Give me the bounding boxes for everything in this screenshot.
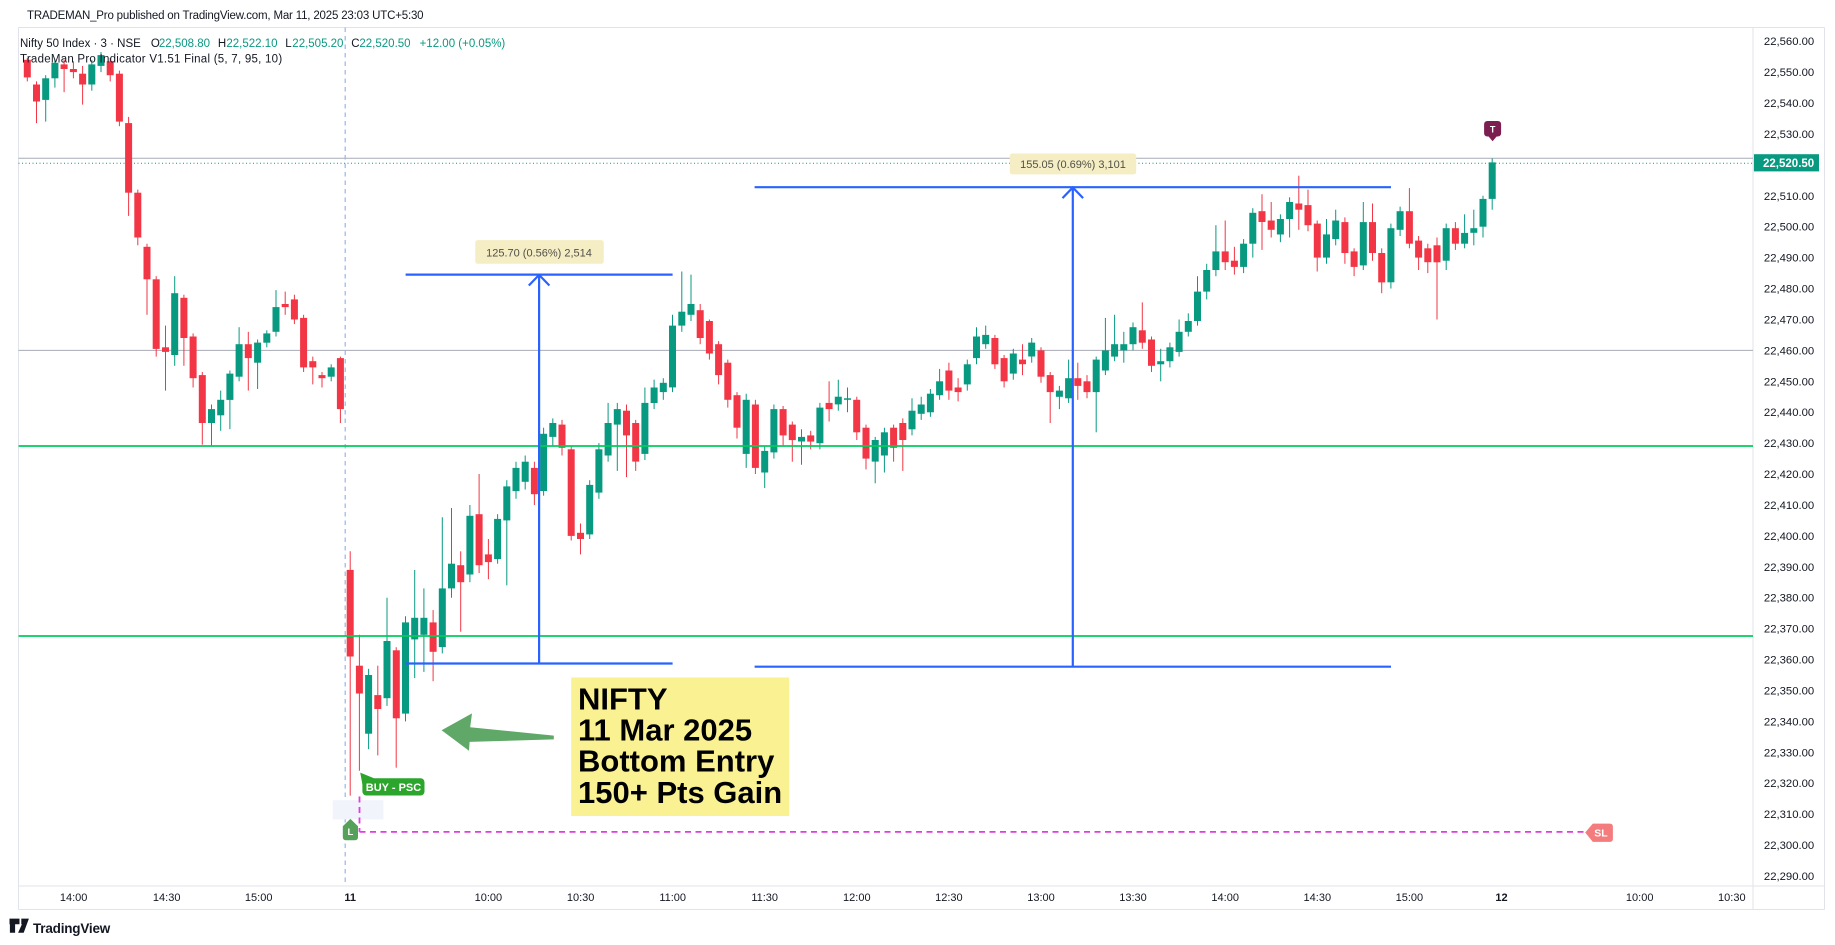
svg-text:L: L	[285, 38, 292, 50]
svg-text:O: O	[151, 38, 160, 50]
svg-text:15:00: 15:00	[245, 892, 273, 904]
svg-text:22,430.00: 22,430.00	[1764, 438, 1814, 450]
svg-text:22,450.00: 22,450.00	[1764, 376, 1814, 388]
svg-text:22,510.00: 22,510.00	[1764, 191, 1814, 203]
svg-text:11 Mar 2025: 11 Mar 2025	[578, 713, 752, 748]
svg-text:14:30: 14:30	[1304, 892, 1332, 904]
svg-text:150+ Pts Gain: 150+ Pts Gain	[578, 775, 782, 810]
svg-text:L: L	[347, 827, 353, 838]
svg-text:13:30: 13:30	[1119, 892, 1147, 904]
svg-text:TradeMan Pro Indicator V1.51 F: TradeMan Pro Indicator V1.51 Final (5, 7…	[20, 54, 282, 66]
svg-text:14:00: 14:00	[60, 892, 88, 904]
svg-text:NIFTY: NIFTY	[578, 681, 668, 716]
svg-text:22,390.00: 22,390.00	[1764, 562, 1814, 574]
svg-text:22,400.00: 22,400.00	[1764, 531, 1814, 543]
svg-text:22,500.00: 22,500.00	[1764, 222, 1814, 234]
svg-text:11:30: 11:30	[751, 892, 778, 904]
svg-text:22,490.00: 22,490.00	[1764, 253, 1814, 265]
svg-text:22,480.00: 22,480.00	[1764, 284, 1814, 296]
svg-text:22,550.00: 22,550.00	[1764, 67, 1814, 79]
svg-text:12:30: 12:30	[935, 892, 963, 904]
svg-text:10:30: 10:30	[567, 892, 595, 904]
svg-text:22,560.00: 22,560.00	[1764, 36, 1814, 48]
svg-text:22,380.00: 22,380.00	[1764, 593, 1814, 605]
svg-text:13:00: 13:00	[1027, 892, 1055, 904]
svg-text:22,520.50: 22,520.50	[359, 38, 410, 50]
svg-text:14:00: 14:00	[1211, 892, 1239, 904]
svg-text:14:30: 14:30	[153, 892, 181, 904]
svg-text:22,300.00: 22,300.00	[1764, 840, 1814, 852]
svg-text:+12.00 (+0.05%): +12.00 (+0.05%)	[420, 38, 506, 50]
svg-text:22,320.00: 22,320.00	[1764, 778, 1814, 790]
svg-text:11: 11	[344, 892, 356, 904]
svg-text:22,360.00: 22,360.00	[1764, 655, 1814, 667]
svg-text:T: T	[1490, 125, 1496, 135]
svg-text:22,340.00: 22,340.00	[1764, 716, 1814, 728]
svg-text:C: C	[351, 38, 359, 50]
svg-text:22,470.00: 22,470.00	[1764, 315, 1814, 327]
svg-text:22,410.00: 22,410.00	[1764, 500, 1814, 512]
svg-text:22,420.00: 22,420.00	[1764, 469, 1814, 481]
svg-text:15:00: 15:00	[1396, 892, 1424, 904]
svg-text:22,290.00: 22,290.00	[1764, 871, 1814, 883]
svg-text:22,540.00: 22,540.00	[1764, 98, 1814, 110]
svg-text:TRADEMAN_Pro published on Trad: TRADEMAN_Pro published on TradingView.co…	[27, 10, 423, 22]
svg-text:Bottom Entry: Bottom Entry	[578, 744, 775, 779]
svg-text:12:00: 12:00	[843, 892, 871, 904]
svg-text:Nifty 50 Index · 3 · NSE: Nifty 50 Index · 3 · NSE	[20, 38, 141, 50]
svg-text:22,350.00: 22,350.00	[1764, 686, 1814, 698]
svg-text:SL: SL	[1594, 828, 1608, 840]
svg-text:11:00: 11:00	[659, 892, 686, 904]
svg-text:22,370.00: 22,370.00	[1764, 624, 1814, 636]
svg-text:22,508.80: 22,508.80	[159, 38, 210, 50]
svg-text:22,460.00: 22,460.00	[1764, 345, 1814, 357]
svg-text:22,310.00: 22,310.00	[1764, 809, 1814, 821]
svg-text:10:00: 10:00	[475, 892, 503, 904]
svg-text:22,440.00: 22,440.00	[1764, 407, 1814, 419]
svg-text:22,530.00: 22,530.00	[1764, 129, 1814, 141]
svg-text:22,330.00: 22,330.00	[1764, 747, 1814, 759]
svg-text:12: 12	[1495, 892, 1507, 904]
svg-text:10:00: 10:00	[1626, 892, 1654, 904]
svg-text:125.70 (0.56%) 2,514: 125.70 (0.56%) 2,514	[486, 247, 592, 259]
svg-text:H: H	[218, 38, 226, 50]
svg-text:10:30: 10:30	[1718, 892, 1746, 904]
svg-text:22,522.10: 22,522.10	[226, 38, 277, 50]
svg-text:BUY - PSC: BUY - PSC	[366, 782, 421, 794]
svg-text:22,520.50: 22,520.50	[1763, 158, 1814, 170]
svg-text:TradingView: TradingView	[33, 921, 111, 936]
svg-text:155.05 (0.69%) 3,101: 155.05 (0.69%) 3,101	[1020, 159, 1126, 171]
svg-text:22,505.20: 22,505.20	[292, 38, 343, 50]
